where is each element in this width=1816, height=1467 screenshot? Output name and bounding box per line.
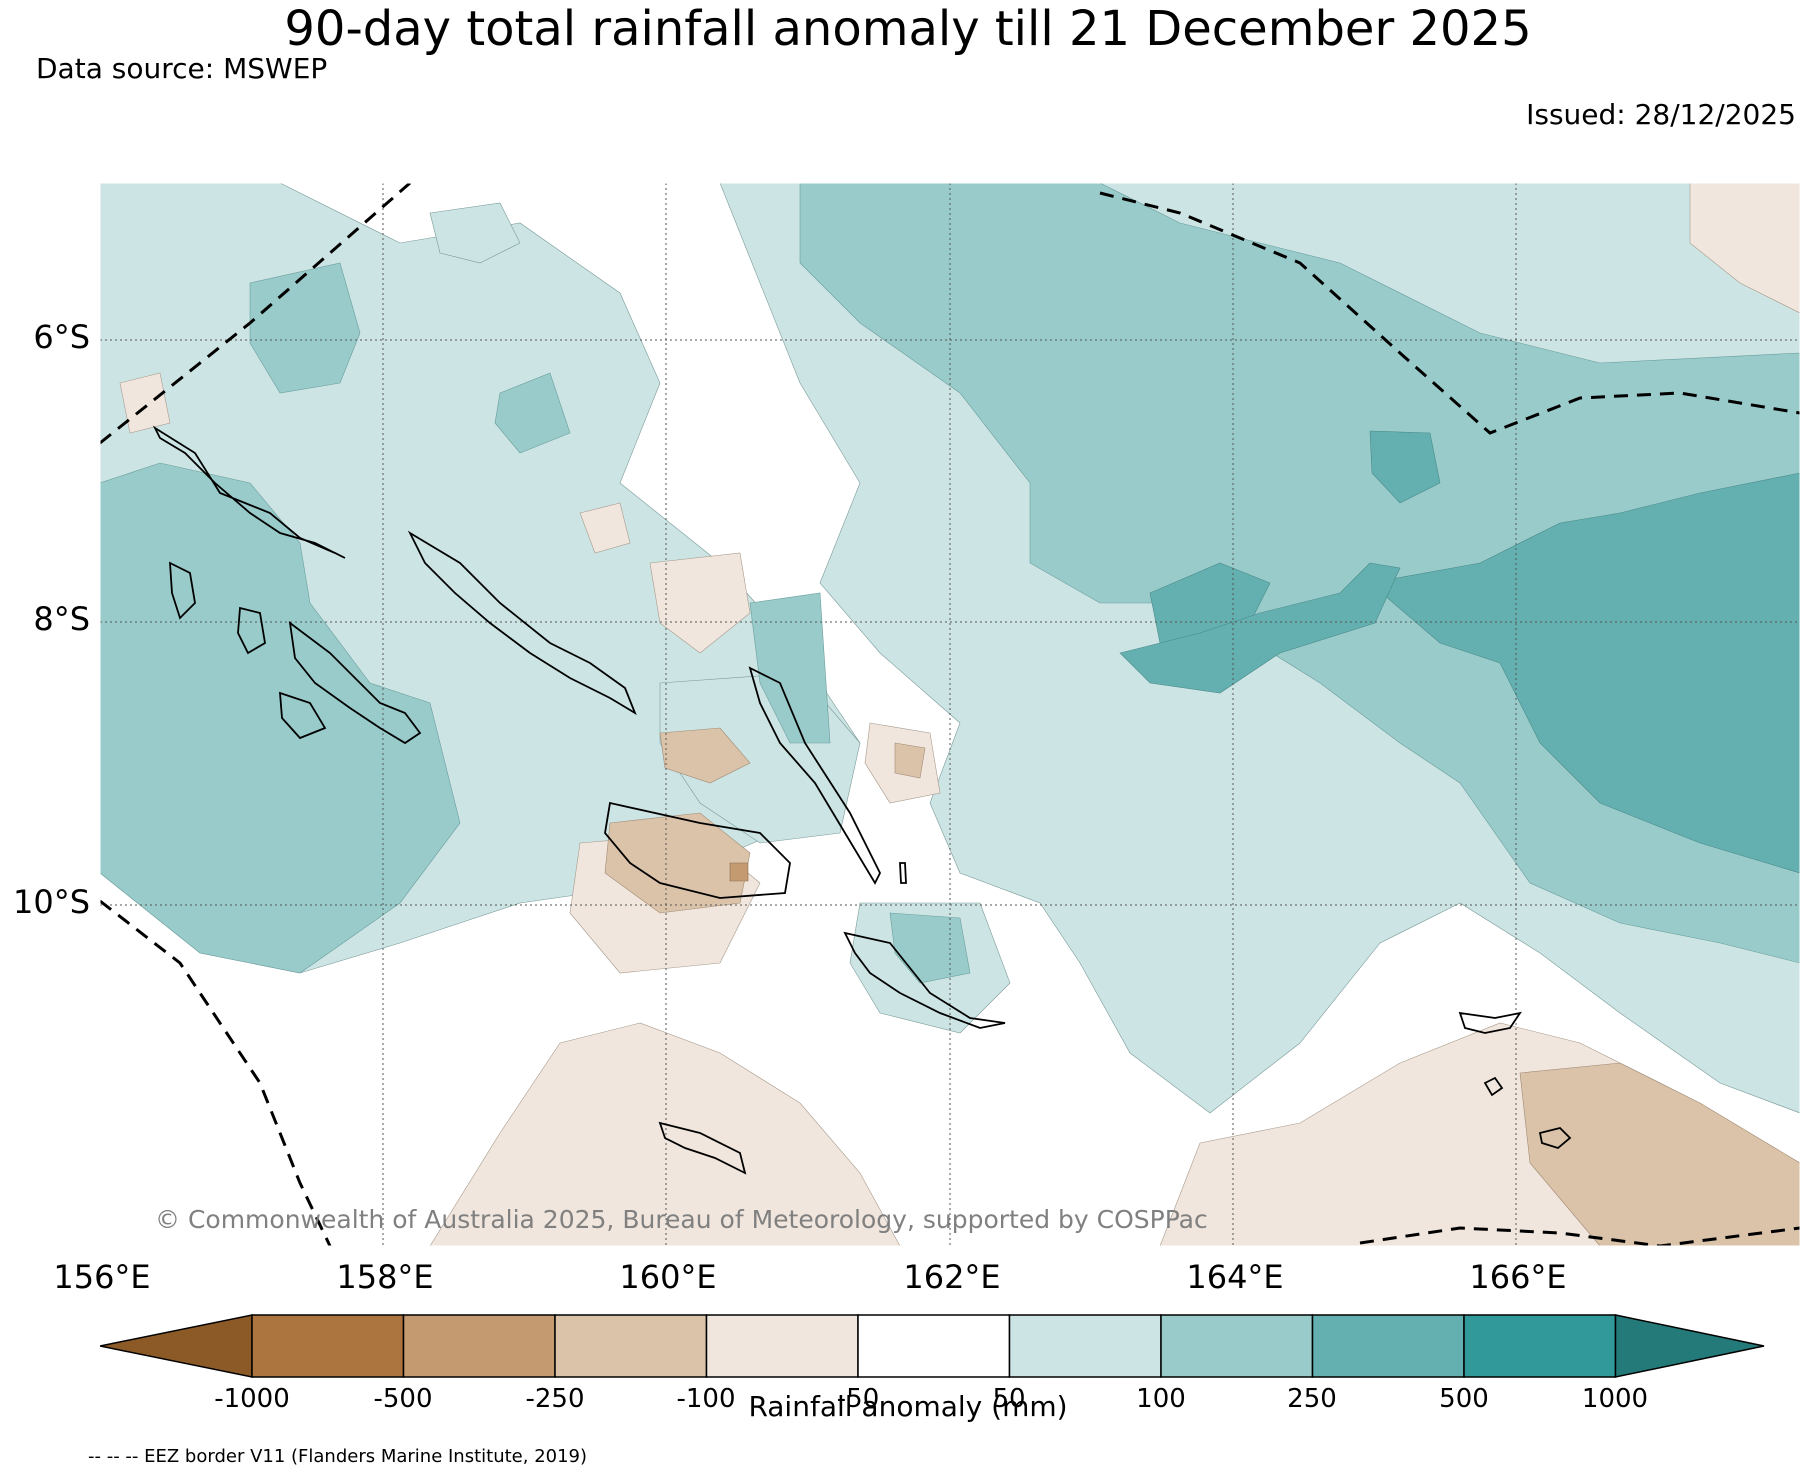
anomaly-field (100, 183, 1800, 1246)
colorbar-swatch (705, 1314, 859, 1378)
lon-label-162e: 162°E (903, 1258, 1001, 1296)
lat-label-10s: 10°S (12, 883, 90, 921)
colorbar-title: Rainfall anomaly (mm) (748, 1390, 1068, 1423)
data-source-label: Data source: MSWEP (36, 52, 328, 85)
colorbar-swatch (554, 1314, 708, 1378)
lon-label-160e: 160°E (619, 1258, 717, 1296)
colorbar-tick: 50 (992, 1384, 1026, 1414)
colorbar-tick: -500 (373, 1384, 433, 1414)
colorbar-swatch (402, 1314, 556, 1378)
issued-date-label: Issued: 28/12/2025 (1526, 98, 1796, 131)
copyright-notice: © Commonwealth of Australia 2025, Bureau… (155, 1205, 1208, 1234)
lon-label-164e: 164°E (1186, 1258, 1284, 1296)
colorbar-tick: -1000 (214, 1384, 290, 1414)
colorbar-tick: 250 (1287, 1384, 1337, 1414)
lon-label-166e: 166°E (1469, 1258, 1567, 1296)
colorbar-tick: 1000 (1581, 1384, 1649, 1414)
colorbar-swatch (251, 1314, 405, 1378)
lat-label-8s: 8°S (33, 600, 90, 638)
colorbar-tick: 100 (1136, 1384, 1186, 1414)
colorbar (100, 1314, 1765, 1378)
colorbar-tick: -100 (676, 1384, 736, 1414)
colorbar-swatch (857, 1314, 1011, 1378)
colorbar-swatch (1160, 1314, 1314, 1378)
lon-label-158e: 158°E (336, 1258, 434, 1296)
colorbar-swatch (1008, 1314, 1162, 1378)
colorbar-tick: -250 (525, 1384, 585, 1414)
colorbar-tick: -50 (836, 1384, 880, 1414)
rainfall-anomaly-map: © Commonwealth of Australia 2025, Bureau… (100, 183, 1800, 1246)
colorbar-tick: 500 (1439, 1384, 1489, 1414)
colorbar-extend-low (100, 1314, 253, 1378)
coastlines (152, 425, 1572, 1175)
graticule (100, 183, 1800, 1246)
lon-label-156e: 156°E (53, 1258, 151, 1296)
colorbar-swatch (1463, 1314, 1617, 1378)
eez-borders (100, 183, 1800, 1246)
map-title: 90-day total rainfall anomaly till 21 De… (284, 1, 1532, 57)
lat-label-6s: 6°S (33, 318, 90, 356)
colorbar-extend-high (1614, 1314, 1765, 1378)
eez-legend-note: -- -- -- EEZ border V11 (Flanders Marine… (88, 1446, 588, 1467)
colorbar-swatch (1311, 1314, 1465, 1378)
